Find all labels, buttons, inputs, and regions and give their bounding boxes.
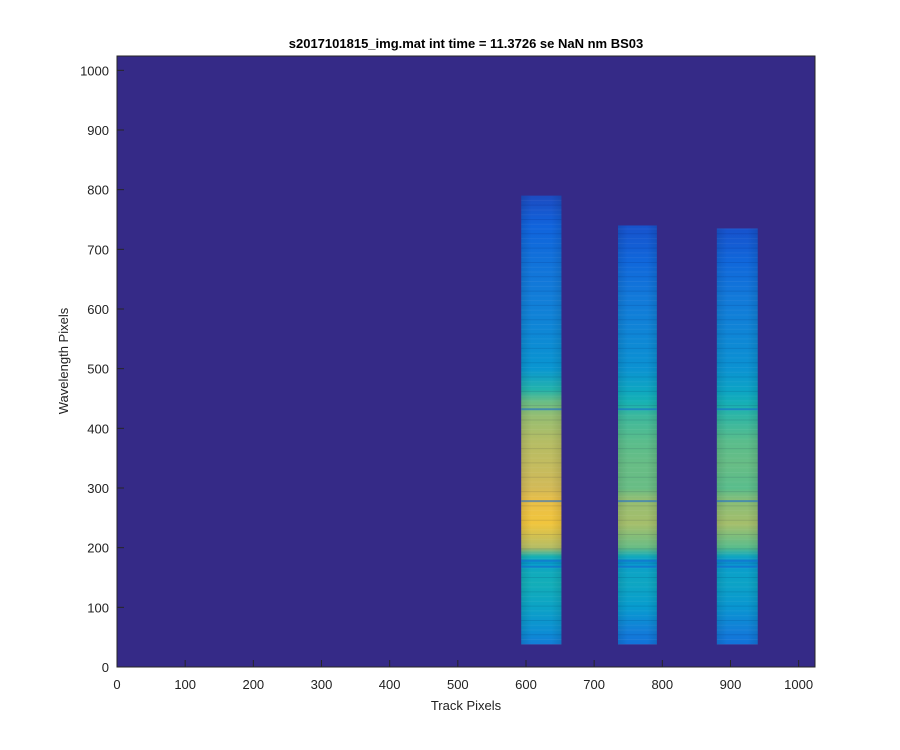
- y-tick-label: 600: [87, 302, 109, 317]
- y-tick-label: 700: [87, 242, 109, 257]
- x-axis-ticks: 0 100 200 300 400 500 600 700 800 900 1000: [113, 660, 813, 692]
- x-tick-label: 900: [720, 677, 742, 692]
- x-tick-label: 700: [583, 677, 605, 692]
- plot-area: [117, 56, 815, 667]
- x-tick-label: 0: [113, 677, 120, 692]
- y-tick-label: 0: [102, 660, 109, 675]
- x-tick-label: 600: [515, 677, 537, 692]
- chart-title: s2017101815_img.mat int time = 11.3726 s…: [289, 36, 643, 51]
- x-tick-label: 200: [242, 677, 264, 692]
- y-tick-label: 500: [87, 362, 109, 377]
- x-tick-label: 400: [379, 677, 401, 692]
- band-1-edge-shade: [521, 195, 562, 645]
- x-tick-label: 500: [447, 677, 469, 692]
- y-axis-ticks: 0 100 200 300 400 500 600 700 800 900 1000: [80, 63, 124, 675]
- y-tick-label: 900: [87, 123, 109, 138]
- y-tick-label: 100: [87, 600, 109, 615]
- x-tick-label: 800: [651, 677, 673, 692]
- x-tick-label: 300: [311, 677, 333, 692]
- y-tick-label: 400: [87, 421, 109, 436]
- x-axis-label: Track Pixels: [431, 698, 502, 713]
- y-tick-label: 200: [87, 541, 109, 556]
- y-tick-label: 800: [87, 183, 109, 198]
- y-tick-label: 1000: [80, 63, 109, 78]
- y-axis-label: Wavelength Pixels: [56, 307, 71, 414]
- band-2-edge-shade: [618, 225, 657, 645]
- x-tick-label: 1000: [784, 677, 813, 692]
- y-tick-label: 300: [87, 481, 109, 496]
- plot-frame: [116, 55, 816, 668]
- heatmap-bands: [521, 195, 758, 645]
- band-stripes: [521, 199, 758, 645]
- x-tick-label: 100: [174, 677, 196, 692]
- band-3-edge-shade: [716, 228, 758, 645]
